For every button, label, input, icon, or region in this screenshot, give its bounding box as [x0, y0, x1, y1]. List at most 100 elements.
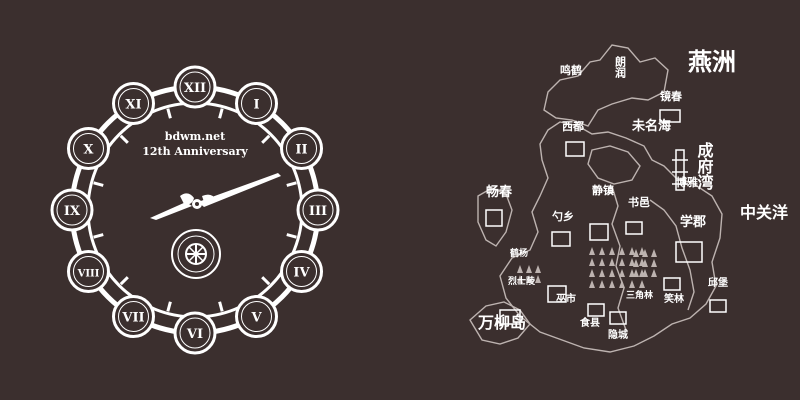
minute-hand	[198, 173, 281, 207]
medallion-ring	[235, 81, 278, 125]
label-yincheng: 隐城	[608, 328, 628, 341]
tree-icon	[517, 265, 523, 273]
medallion-ring	[66, 250, 110, 293]
clock-title-site: bdwm.net	[165, 130, 226, 143]
river-line	[611, 185, 627, 331]
east-coast-line	[649, 199, 695, 311]
tree-icon	[642, 249, 648, 257]
map-labels: 燕洲 成府湾 中关洋 万柳岛 畅春 朗润 鸣鹤 镜春 西都 未名海 博雅 静镇 …	[477, 47, 788, 341]
numeral-medallion: I	[235, 81, 278, 125]
clock-numeral: XI	[125, 97, 141, 112]
medallion-ring	[280, 127, 324, 170]
hour-hand	[150, 202, 192, 220]
lake-island-outline	[499, 121, 723, 353]
label-wushi: 巫市	[556, 292, 576, 305]
label-jingchun: 镜春	[660, 89, 683, 103]
tree-icon	[651, 249, 657, 257]
tree-icon	[599, 258, 605, 266]
clock-numeral: III	[309, 204, 327, 219]
label-shuyi: 书邑	[628, 195, 650, 209]
medallion-ring	[112, 295, 155, 339]
numeral-medallion: VIII	[66, 250, 110, 293]
clock-title-anniversary: 12th Anniversary	[142, 145, 248, 158]
numeral-medallion: VI	[173, 311, 217, 355]
clock-numeral: IV	[293, 266, 310, 281]
tree-icon	[526, 265, 532, 273]
label-jingzhen: 静镇	[592, 183, 614, 197]
medallion-inner-ring	[56, 194, 88, 226]
clock-tick	[119, 276, 129, 286]
clock-tick	[166, 108, 172, 119]
label-xiaolin: 笑林	[664, 292, 685, 305]
label-changchun: 畅春	[486, 184, 513, 200]
label-zhongguan-ocean: 中关洋	[740, 203, 788, 222]
clock-hands	[150, 173, 281, 220]
tree-icon	[589, 269, 595, 277]
clock-tick	[286, 233, 297, 239]
numeral-medallion: XI	[112, 81, 155, 125]
tree-icon	[609, 269, 615, 277]
forest-icons	[517, 247, 657, 288]
medallion-inner-ring	[118, 87, 149, 119]
tree-icon	[589, 247, 595, 255]
label-shaoxiang: 勺乡	[552, 209, 574, 223]
clock-numeral: II	[295, 143, 307, 158]
label-sanjiaolin: 三角林	[626, 289, 654, 301]
clock-numeral: I	[253, 97, 259, 112]
medallion-ring	[235, 295, 278, 339]
pagoda-icon	[672, 149, 688, 191]
clock-tick-marks	[93, 108, 297, 312]
label-shixian: 食县	[579, 316, 600, 329]
numeral-medallion: VII	[112, 295, 155, 339]
tree-icon	[619, 258, 625, 266]
map-buildings	[485, 109, 727, 325]
clock-tick	[93, 181, 104, 187]
label-heyang: 鹤杨	[510, 247, 528, 259]
label-wanliu-island: 万柳岛	[477, 313, 526, 332]
label-langrun: 朗润	[614, 55, 627, 79]
numeral-medallion: XII	[173, 65, 217, 109]
medallion-ring	[50, 188, 94, 232]
tree-icon	[629, 247, 635, 255]
medallion-ring	[280, 250, 324, 293]
medallion-ring	[173, 311, 217, 355]
medallion-inner-ring	[179, 71, 211, 103]
tree-icon	[609, 247, 615, 255]
tree-icon	[589, 258, 595, 266]
clock-tick	[261, 276, 271, 286]
numeral-medallion: IV	[280, 250, 324, 293]
medallion-ring	[296, 188, 340, 232]
medallion-ring	[66, 127, 110, 170]
tree-icon	[535, 275, 541, 283]
tree-icon	[599, 247, 605, 255]
clock-numeral: VI	[186, 327, 203, 342]
label-weiming-lake: 未名海	[631, 118, 671, 134]
tree-icon	[651, 259, 657, 267]
label-yanzhou: 燕洲	[688, 47, 736, 76]
medallion-inner-ring	[72, 256, 104, 287]
medallion-inner-ring	[241, 87, 272, 119]
tree-icon	[629, 258, 635, 266]
tree-icon	[517, 275, 523, 283]
label-chengfu-bay: 成府湾	[695, 141, 714, 191]
tree-icon	[639, 280, 645, 288]
tree-icon	[589, 280, 595, 288]
tree-icon	[609, 258, 615, 266]
medallion-inner-ring	[72, 133, 104, 164]
tree-icon	[629, 269, 635, 277]
clock-numeral: X	[83, 143, 94, 158]
clock-tick	[286, 181, 297, 187]
label-xuejun: 学郡	[680, 214, 706, 230]
medallion-ring	[112, 81, 155, 125]
clock-outer-ring	[69, 84, 321, 336]
tree-icon	[633, 249, 639, 257]
clock-tick	[119, 134, 129, 144]
campus-fantasy-map	[469, 44, 727, 353]
southwest-isle-outline	[469, 301, 531, 345]
numeral-medallion: IX	[50, 188, 94, 232]
clock-tick	[93, 233, 104, 239]
west-peninsula-outline	[477, 187, 513, 247]
tree-icon	[599, 280, 605, 288]
clock-tick	[261, 134, 271, 144]
